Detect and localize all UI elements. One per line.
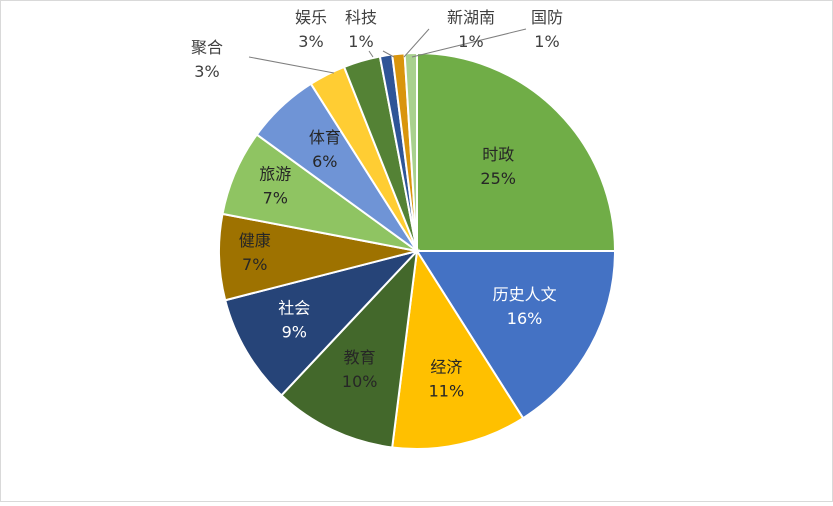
slice-4 (224, 249, 421, 397)
slice-label-9: 娱乐 (295, 8, 327, 27)
slice-value-2: 11% (429, 381, 465, 400)
leader-lines (248, 28, 527, 74)
slice-label-10: 科技 (345, 8, 377, 27)
leader-line-11 (403, 28, 430, 58)
slice-2 (391, 248, 525, 450)
slice-value-5: 7% (242, 255, 267, 274)
leader-line-12 (411, 28, 527, 58)
slice-label-2: 经济 (430, 357, 462, 376)
leader-line-9 (368, 50, 374, 58)
slice-value-10: 1% (348, 32, 373, 51)
slice-label-4: 社会 (278, 299, 310, 318)
slice-value-7: 6% (312, 152, 337, 171)
slice-label-1: 历史人文 (493, 285, 557, 304)
slice-value-0: 25% (480, 169, 516, 188)
slice-label-8: 聚合 (191, 38, 223, 57)
slice-label-3: 教育 (344, 348, 376, 367)
slice-label-6: 旅游 (259, 165, 291, 184)
slice-label-12: 国防 (531, 8, 563, 27)
slice-value-3: 10% (342, 372, 378, 391)
slice-label-7: 体育 (309, 128, 341, 147)
slice-0 (416, 51, 617, 252)
slice-value-1: 16% (507, 309, 543, 328)
pie-slices (218, 51, 617, 450)
slice-3 (280, 248, 419, 449)
slice-value-6: 7% (263, 189, 288, 208)
slice-value-11: 1% (458, 32, 483, 51)
slice-value-9: 3% (298, 32, 323, 51)
leader-line-8 (248, 56, 335, 74)
slice-label-11: 新湖南 (447, 8, 495, 27)
leader-line-10 (382, 50, 395, 58)
slice-12 (403, 51, 418, 252)
slice-value-4: 9% (282, 323, 307, 342)
slice-1 (415, 250, 617, 420)
slice-label-0: 时政 (482, 145, 514, 164)
slice-label-5: 健康 (239, 231, 271, 250)
slice-value-8: 3% (194, 62, 219, 81)
slice-value-12: 1% (534, 32, 559, 51)
data-labels: 时政 25% 历史人文 16% 经济 11% 教育 10% 社会 9% 健康 7% 旅游 7% 体育 6% 聚合… (191, 8, 563, 400)
